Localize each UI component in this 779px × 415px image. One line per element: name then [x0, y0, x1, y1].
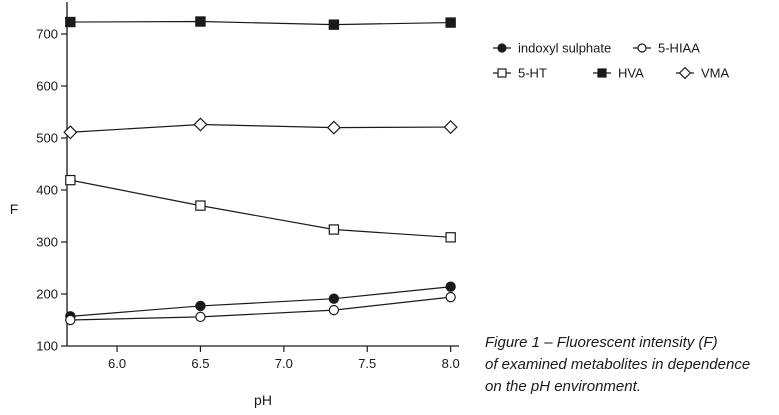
legend-item-indoxyl-sulphate: indoxyl sulphate [493, 41, 611, 56]
figure-caption: Figure 1 – Fluorescent intensity (F) of … [485, 334, 751, 395]
y-tick-label: 600 [36, 79, 58, 94]
series-line-vma [70, 123, 451, 133]
x-tick-label: 7.0 [275, 356, 293, 371]
series-hva [65, 16, 456, 30]
data-point-5-ht [195, 200, 206, 211]
y-tick-label: 100 [36, 339, 58, 354]
legend-item-vma: VMA [676, 66, 730, 81]
legend-label: 5-HIAA [658, 41, 700, 56]
legend-marker-5-ht [497, 68, 507, 78]
data-point-hva [65, 16, 76, 28]
data-point-vma [193, 117, 208, 132]
legend-item-hva: HVA [593, 66, 644, 81]
x-axis-title: pH [254, 392, 272, 408]
legend-item-5-ht: 5-HT [493, 66, 547, 81]
y-tick-label: 700 [36, 27, 58, 42]
data-point-5-hiaa [445, 291, 456, 303]
legend-label: HVA [618, 66, 644, 81]
data-point-5-ht [65, 174, 76, 186]
data-point-indoxyl-sulphate [195, 300, 206, 312]
legend-marker-indoxyl-sulphate [497, 43, 507, 53]
data-point-vma [326, 120, 341, 135]
series-line-hva [70, 20, 451, 26]
series-5-hiaa [65, 291, 456, 326]
x-tick-label: 8.0 [442, 356, 460, 371]
legend-item-5-hiaa: 5-HIAA [633, 41, 700, 56]
legend-marker-vma [678, 66, 692, 80]
data-point-5-hiaa [195, 311, 206, 323]
x-tick-label: 6.0 [108, 356, 126, 371]
series-line-indoxyl-sulphate [70, 286, 451, 317]
x-tick-label: 6.5 [191, 356, 209, 371]
data-point-5-ht [328, 224, 340, 235]
series-line-5-ht [70, 179, 451, 238]
data-point-hva [195, 16, 206, 27]
data-point-hva [328, 19, 340, 30]
legend: indoxyl sulphate 5-HIAA 5-HT HVA VMA [493, 41, 730, 81]
y-tick-label: 300 [36, 235, 58, 250]
series-line-5-hiaa [70, 296, 451, 321]
legend-marker-5-hiaa [637, 43, 647, 53]
data-point-5-hiaa [65, 314, 76, 326]
data-point-vma [63, 125, 78, 140]
data-point-vma [443, 120, 458, 135]
x-tick-label: 7.5 [358, 356, 376, 371]
data-point-indoxyl-sulphate [328, 293, 340, 304]
legend-label: indoxyl sulphate [518, 41, 611, 56]
data-point-hva [445, 17, 456, 28]
data-point-indoxyl-sulphate [445, 281, 456, 292]
y-tick-label: 200 [36, 287, 58, 302]
y-tick-label: 500 [36, 131, 58, 146]
y-tick-label: 400 [36, 183, 58, 198]
series-indoxyl-sulphate [65, 281, 456, 322]
axes: 100 200 300 400 500 600 700 6.0 6.5 7.0 7.5 8.0 pH F [10, 2, 460, 408]
legend-label: VMA [701, 66, 730, 81]
legend-label: 5-HT [518, 66, 547, 81]
legend-marker-hva [597, 68, 607, 78]
y-axis-title: F [10, 201, 19, 217]
series-layer [63, 16, 458, 326]
series-5-ht [65, 174, 456, 243]
series-vma [63, 117, 458, 140]
data-point-5-hiaa [328, 304, 340, 316]
data-point-5-ht [445, 232, 456, 243]
